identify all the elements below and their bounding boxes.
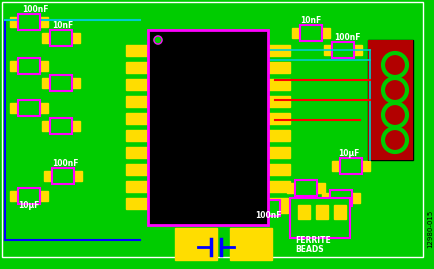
Bar (126, 79, 148, 90)
Text: 10nF: 10nF (299, 16, 321, 25)
Bar (52, 168, 74, 184)
Text: 100nF: 100nF (333, 33, 360, 42)
Bar (40, 61, 48, 71)
Text: 12980-015: 12980-015 (426, 210, 432, 248)
Bar (267, 147, 289, 158)
Text: BEADS: BEADS (294, 245, 323, 254)
Bar (72, 33, 80, 43)
Bar (10, 191, 18, 201)
Text: FERRITE: FERRITE (294, 236, 330, 245)
Bar (250, 203, 257, 213)
Bar (316, 183, 324, 193)
Bar (267, 164, 289, 175)
Bar (279, 203, 287, 213)
Bar (323, 45, 331, 55)
Bar (72, 78, 80, 88)
Bar (321, 193, 329, 203)
Bar (50, 30, 72, 46)
Bar (126, 147, 148, 158)
Bar (174, 228, 217, 260)
Bar (267, 181, 289, 192)
Bar (329, 190, 351, 206)
Bar (10, 103, 18, 113)
Bar (267, 198, 289, 209)
Bar (126, 45, 148, 56)
Bar (367, 40, 412, 160)
Bar (351, 193, 359, 203)
Bar (267, 96, 289, 107)
Text: 100nF: 100nF (254, 211, 281, 220)
Bar (126, 96, 148, 107)
Bar (291, 28, 299, 38)
Bar (267, 79, 289, 90)
Bar (333, 205, 345, 219)
Bar (10, 61, 18, 71)
Bar (50, 75, 72, 91)
Bar (72, 121, 80, 131)
Text: 10nF: 10nF (52, 21, 73, 30)
Bar (257, 200, 279, 216)
Bar (42, 78, 50, 88)
Bar (42, 33, 50, 43)
Bar (18, 14, 40, 30)
Bar (267, 130, 289, 141)
Bar (267, 62, 289, 73)
Bar (18, 58, 40, 74)
Bar (50, 118, 72, 134)
Bar (297, 205, 309, 219)
Bar (279, 55, 369, 160)
Bar (126, 113, 148, 124)
Bar (331, 161, 339, 171)
Bar (40, 191, 48, 201)
Bar (44, 171, 52, 181)
Bar (126, 198, 148, 209)
Bar (126, 164, 148, 175)
Bar (299, 25, 321, 41)
Bar (353, 45, 361, 55)
Bar (286, 183, 294, 193)
Bar (18, 100, 40, 116)
Text: 100nF: 100nF (22, 5, 48, 14)
Bar (126, 130, 148, 141)
Text: 10μF: 10μF (337, 149, 358, 158)
Bar (331, 42, 353, 58)
Bar (148, 30, 267, 225)
Bar (230, 228, 271, 260)
Bar (126, 181, 148, 192)
Bar (40, 103, 48, 113)
Bar (315, 205, 327, 219)
Bar (289, 198, 349, 238)
Bar (126, 62, 148, 73)
Bar (267, 45, 289, 56)
Bar (294, 180, 316, 196)
Circle shape (154, 36, 161, 44)
Bar (267, 113, 289, 124)
Bar (42, 121, 50, 131)
Bar (321, 28, 329, 38)
Bar (10, 17, 18, 27)
Bar (40, 17, 48, 27)
Bar (18, 188, 40, 204)
Text: 100nF: 100nF (52, 159, 78, 168)
Text: 10μF: 10μF (18, 201, 39, 210)
Bar (367, 40, 412, 160)
Bar (361, 161, 369, 171)
Bar (74, 171, 82, 181)
Bar (339, 158, 361, 174)
